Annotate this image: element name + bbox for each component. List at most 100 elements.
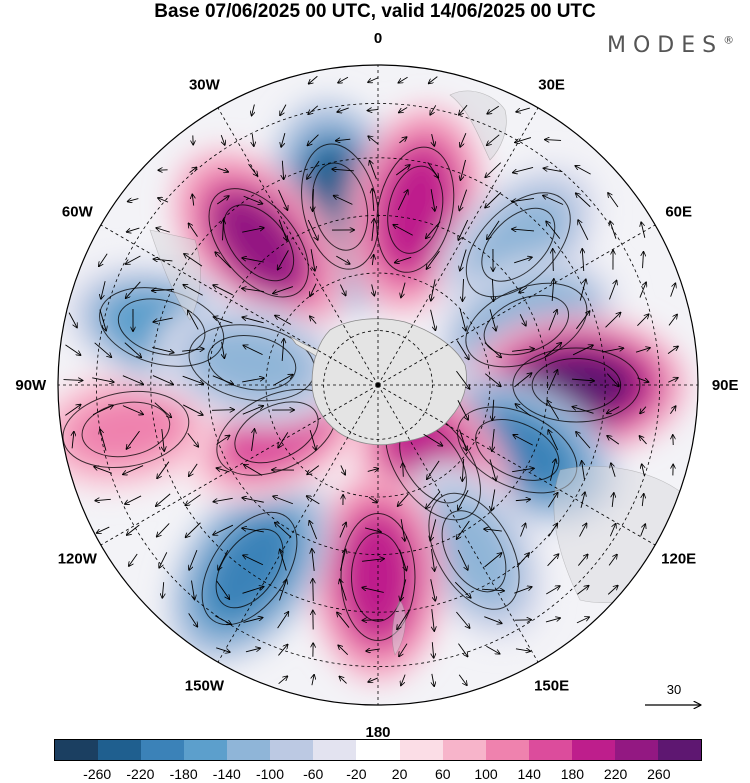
wind-vector [432, 673, 434, 686]
colorbar-swatch [270, 740, 314, 760]
contour-line [234, 401, 319, 464]
wind-vector [368, 109, 379, 110]
wind-vector [152, 346, 173, 352]
colorbar-tick-label: 140 [517, 766, 541, 782]
wind-vector [400, 519, 405, 541]
wind-vector [191, 580, 194, 600]
meridian-line [377, 384, 539, 663]
wind-vector [460, 249, 467, 270]
wind-vector [156, 493, 171, 506]
colorbar-tick-label: 220 [603, 766, 628, 782]
wind-vector [548, 310, 557, 331]
wind-vector [609, 281, 616, 300]
wind-vector [399, 107, 408, 112]
contour-line [207, 335, 297, 391]
wind-vector [429, 76, 438, 84]
wind-vector [481, 589, 504, 591]
wind-vector [242, 406, 263, 415]
wind-vector [127, 524, 140, 535]
colorbar-swatch [356, 740, 400, 760]
wind-vector [183, 285, 203, 296]
wind-vector [152, 289, 175, 290]
wind-vector [214, 317, 233, 324]
wind-vector [547, 493, 557, 508]
wind-vector [457, 400, 468, 419]
colorbar-tick-label: -140 [212, 766, 241, 782]
wind-vector [545, 618, 560, 623]
wind-vector [339, 677, 347, 684]
wind-vector [403, 463, 404, 477]
wind-vector [489, 459, 496, 480]
wind-vector [669, 406, 675, 415]
anomaly-band [379, 150, 451, 269]
wind-vector [192, 194, 193, 206]
wind-vector [487, 134, 500, 145]
wind-vector [307, 496, 320, 505]
wind-vector [487, 220, 500, 239]
wind-vector [430, 189, 435, 211]
wind-vector [458, 674, 467, 685]
wind-vector [242, 288, 264, 293]
wind-vector [514, 257, 532, 264]
meridian-line [100, 384, 379, 546]
wind-vector [338, 645, 349, 655]
wind-vector [313, 579, 314, 602]
wind-vector [607, 406, 620, 414]
wind-vector [519, 314, 526, 325]
wind-vector [513, 166, 534, 172]
colorbar-swatch [313, 740, 357, 760]
wind-vector [152, 375, 173, 385]
wind-vector [486, 645, 499, 653]
wind-vector [126, 430, 140, 449]
wind-vector [668, 378, 678, 383]
wind-vector [573, 407, 594, 414]
wind-vector [456, 340, 469, 360]
wind-vector [368, 677, 378, 682]
wind-vector [213, 285, 234, 296]
wind-vector [575, 166, 591, 175]
wind-vector [310, 283, 317, 297]
colorbar-swatch [227, 740, 271, 760]
longitude-label: 150W [185, 678, 225, 695]
contour-set [465, 282, 588, 368]
wind-vector [515, 137, 532, 143]
wind-vector [312, 675, 314, 686]
wind-vector [431, 549, 434, 571]
contour-line [376, 146, 455, 273]
colorbar-tick-label: -260 [83, 766, 112, 782]
wind-vector [609, 524, 615, 537]
wind-vector [432, 642, 433, 658]
wind-vector [213, 524, 234, 535]
meridian-line [100, 224, 379, 386]
longitude-label: 90E [712, 377, 739, 394]
wind-vector [642, 494, 643, 507]
longitude-label: 60E [665, 203, 692, 220]
wind-vector [273, 496, 294, 505]
colorbar-swatch [571, 740, 615, 760]
wind-vector [122, 375, 143, 385]
wind-vector [242, 587, 263, 594]
wind-vector [243, 195, 263, 203]
wind-vector [576, 311, 589, 330]
wind-vector [459, 189, 468, 211]
wind-vector [489, 309, 496, 330]
wind-vector [279, 580, 286, 601]
wind-vector [545, 140, 562, 141]
wind-vector [512, 198, 534, 201]
wind-vector [398, 76, 408, 82]
wind-vector [460, 132, 467, 147]
contour-set [465, 192, 571, 298]
wind-vector [395, 165, 409, 176]
colorbar-swatch [614, 740, 658, 760]
wind-vector [456, 370, 469, 389]
wind-vector [607, 586, 618, 595]
wind-vector [637, 314, 648, 327]
wind-vector [516, 107, 530, 112]
wind-vector [123, 465, 144, 475]
longitude-label: 0 [374, 30, 382, 47]
wind-vector [308, 105, 319, 114]
wind-vector [184, 254, 203, 267]
anomaly-band [66, 394, 186, 465]
contour-line [483, 294, 570, 356]
